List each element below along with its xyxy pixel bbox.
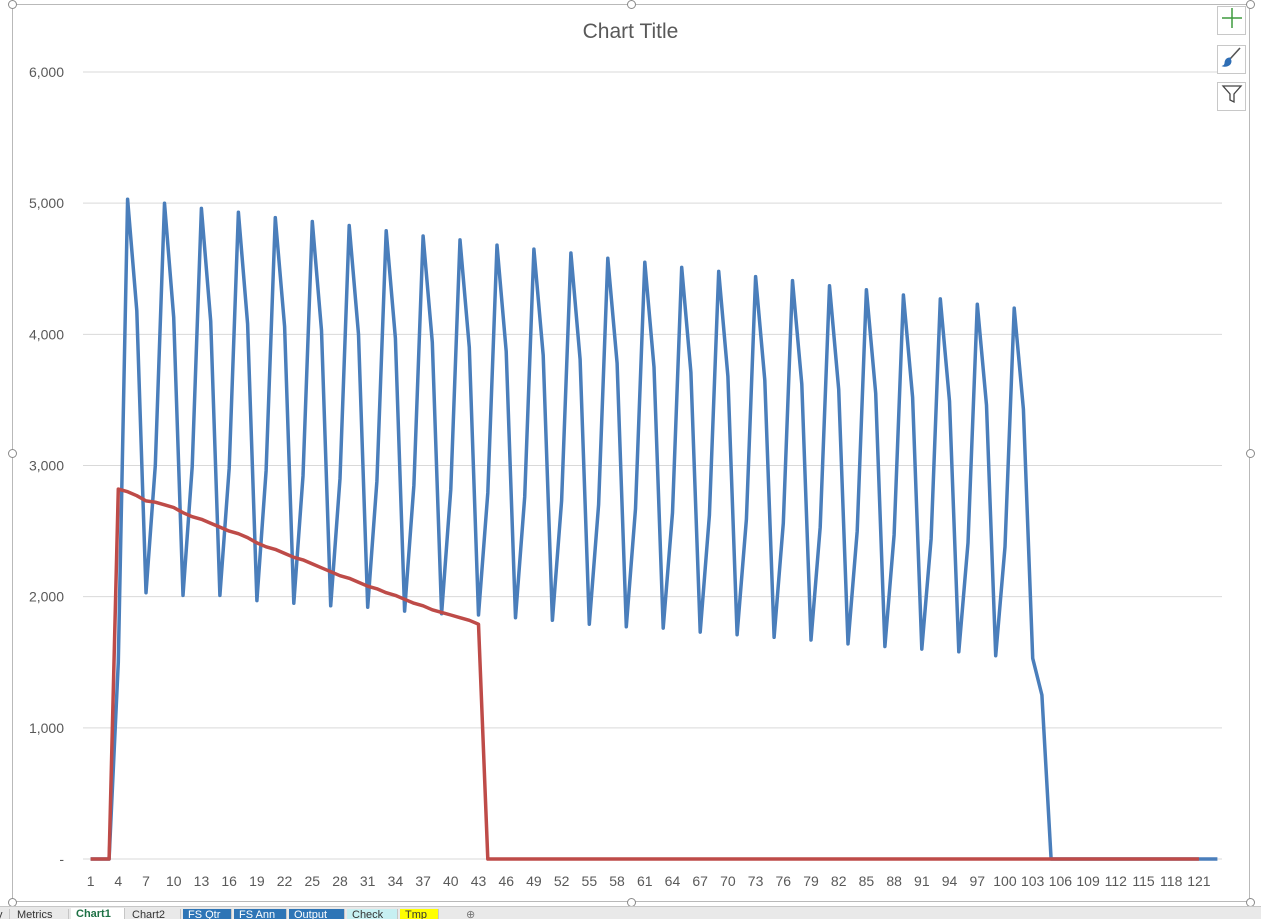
x-tick-label: 16 [221, 873, 237, 889]
x-tick-label: 121 [1187, 873, 1211, 889]
sheet-tab-tmp[interactable]: Tmp [400, 909, 439, 919]
x-tick-label: 19 [249, 873, 265, 889]
x-tick-label: 94 [942, 873, 958, 889]
sheet-tab-check[interactable]: Check [347, 909, 398, 919]
y-tick-label: 1,000 [29, 720, 64, 736]
x-tick-label: 37 [415, 873, 431, 889]
x-tick-label: 1 [87, 873, 95, 889]
x-tick-label: 115 [1132, 873, 1155, 889]
filter-icon [1221, 83, 1243, 110]
chart-filters-button[interactable] [1217, 82, 1246, 111]
chart-styles-button[interactable] [1217, 45, 1246, 74]
x-tick-label: 25 [304, 873, 320, 889]
x-tick-label: 22 [277, 873, 293, 889]
y-tick-label: 2,000 [29, 589, 64, 605]
x-tick-label: 28 [332, 873, 348, 889]
series-line-1[interactable] [90, 197, 1218, 861]
y-tick-label: 5,000 [29, 195, 64, 211]
x-tick-label: 106 [1049, 873, 1073, 889]
x-tick-label: 112 [1105, 873, 1128, 889]
x-tick-label: 55 [582, 873, 598, 889]
x-tick-label: 34 [388, 873, 404, 889]
x-tick-label: 64 [665, 873, 681, 889]
x-tick-label: 82 [831, 873, 847, 889]
x-tick-label: 76 [776, 873, 792, 889]
x-tick-label: 49 [526, 873, 542, 889]
add-chart-element-button[interactable] [1217, 6, 1246, 35]
x-tick-label: 40 [443, 873, 459, 889]
x-tick-label: 52 [554, 873, 570, 889]
x-tick-label: 88 [886, 873, 902, 889]
x-tick-label: 4 [114, 873, 122, 889]
resize-handle-top-left[interactable] [8, 0, 17, 9]
resize-handle-right[interactable] [1246, 449, 1255, 458]
resize-handle-left[interactable] [8, 449, 17, 458]
y-tick-label: 4,000 [29, 326, 64, 342]
x-tick-label: 79 [803, 873, 819, 889]
resize-handle-top-right[interactable] [1246, 0, 1255, 9]
x-tick-label: 7 [142, 873, 150, 889]
chart-title[interactable]: Chart Title [582, 20, 679, 43]
x-tick-label: 13 [194, 873, 210, 889]
y-tick-label: 6,000 [29, 64, 64, 80]
x-tick-label: 100 [993, 873, 1017, 889]
sheet-tab-chart1[interactable]: Chart1 [71, 908, 125, 919]
x-tick-label: 61 [637, 873, 653, 889]
x-tick-label: 73 [748, 873, 764, 889]
x-tick-label: 43 [471, 873, 487, 889]
sheet-tab-output[interactable]: Output [289, 909, 345, 919]
x-tick-label: 58 [609, 873, 625, 889]
x-tick-label: 46 [498, 873, 514, 889]
brush-icon [1221, 46, 1243, 73]
x-tick-label: 97 [969, 873, 985, 889]
sheet-tab-fs-qtr[interactable]: FS Qtr [183, 909, 232, 919]
x-tick-label: 91 [914, 873, 930, 889]
x-tick-label: 85 [859, 873, 875, 889]
series-line-2[interactable] [90, 487, 1199, 861]
y-tick-label: - [59, 851, 64, 867]
x-tick-label: 70 [720, 873, 736, 889]
add-sheet-icon[interactable]: ⊕ [466, 909, 476, 919]
sheet-tab-chart2[interactable]: Chart2 [127, 909, 181, 919]
x-tick-label: 31 [360, 873, 376, 889]
x-tick-label: 10 [166, 873, 182, 889]
sheet-tab-fs-ann[interactable]: FS Ann [234, 909, 287, 919]
x-tick-label: 109 [1076, 873, 1100, 889]
y-tick-label: 3,000 [29, 458, 64, 474]
plus-icon [1221, 7, 1243, 34]
sheet-tab-metrics[interactable]: Metrics [12, 909, 69, 919]
x-tick-label: 103 [1021, 873, 1045, 889]
x-tick-label: 67 [692, 873, 708, 889]
sheet-tab-y[interactable]: y [0, 909, 10, 919]
resize-handle-top[interactable] [627, 0, 636, 9]
x-tick-label: 118 [1160, 873, 1183, 889]
